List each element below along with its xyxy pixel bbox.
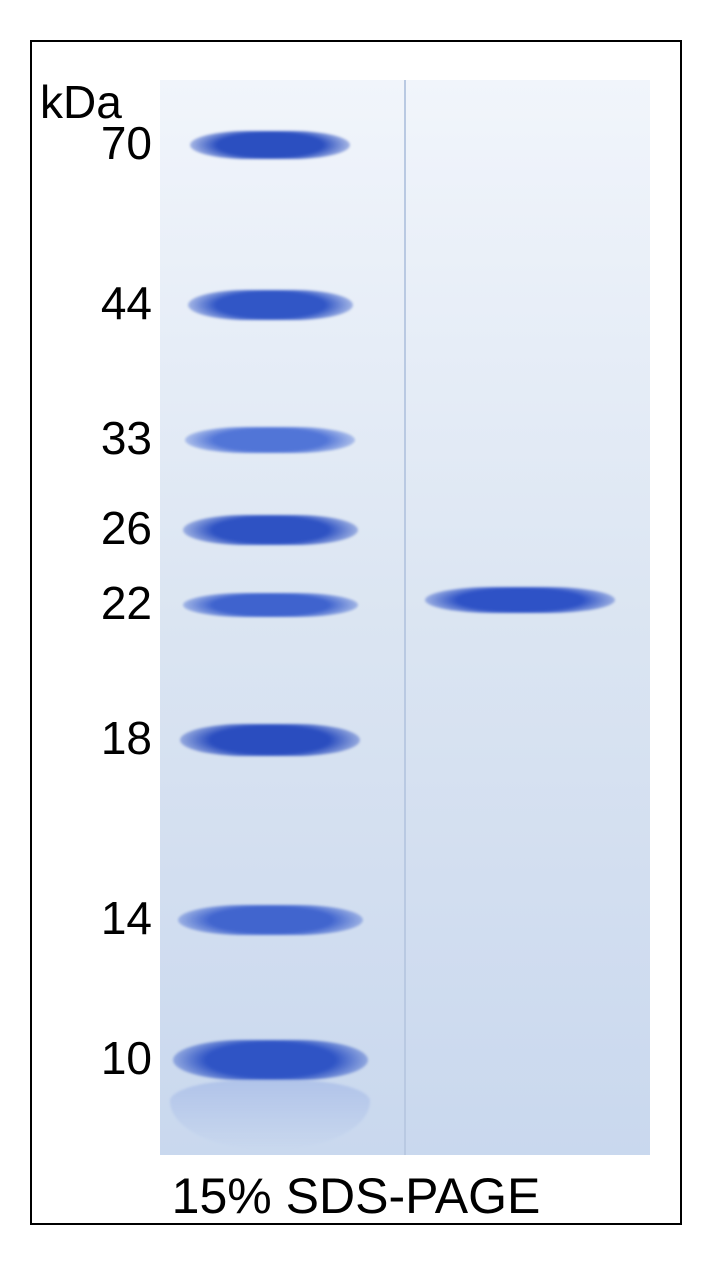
marker-band [183,515,358,545]
gel-area [160,80,650,1155]
mw-label: 33 [10,411,152,465]
mw-label: 14 [10,891,152,945]
mw-label: 18 [10,711,152,765]
marker-band [180,724,360,756]
marker-band [188,290,353,320]
figure-caption: 15% SDS-PAGE [30,1167,682,1225]
mw-label: 44 [10,276,152,330]
marker-band [190,131,350,159]
marker-band [173,1040,368,1080]
sample-band [425,587,615,613]
marker-band [185,427,355,453]
mw-label: 22 [10,576,152,630]
mw-label: 26 [10,501,152,555]
marker-band [183,593,358,617]
marker-band [178,905,363,935]
gel-background [160,80,650,1155]
mw-label: 70 [10,116,152,170]
mw-label: 10 [10,1031,152,1085]
